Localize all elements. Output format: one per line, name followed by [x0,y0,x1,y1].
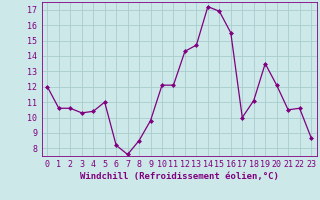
X-axis label: Windchill (Refroidissement éolien,°C): Windchill (Refroidissement éolien,°C) [80,172,279,181]
